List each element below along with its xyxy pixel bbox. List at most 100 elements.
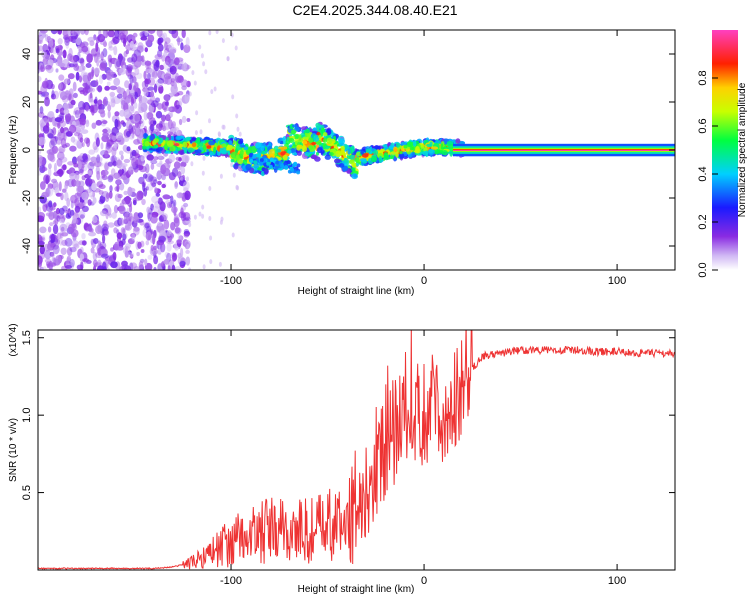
heatmap-noise-cell [143,150,147,158]
heatmap-noise-cell [90,156,98,163]
heatmap-noise-cell [161,183,166,189]
heatmap-noise-cell [87,36,95,43]
heatmap-noise-cell [133,226,140,232]
heatmap-noise-cell [101,73,107,80]
bottom-x-axis-label: Height of straight line (km) [298,584,415,595]
heatmap-noise-cell [126,252,135,258]
heatmap-noise-cell [129,74,134,85]
heatmap-noise-cell [209,259,213,265]
heatmap-noise-cell [40,91,46,98]
heatmap-band-cell [277,138,281,144]
heatmap-noise-cell [213,86,217,92]
heatmap-noise-cell [55,108,59,114]
heatmap-noise-cell [74,30,80,37]
heatmap-noise-cell [185,249,190,254]
heatmap-noise-cell [88,231,97,237]
heatmap-noise-cell [152,205,160,213]
heatmap-noise-cell [65,40,70,49]
heatmap-noise-cell [118,164,126,169]
heatmap-noise-cell [130,162,136,169]
heatmap-noise-cell [49,147,56,156]
heatmap-band-cell [253,163,259,169]
heatmap-band-cell [274,165,279,170]
heatmap-noise-cell [129,204,133,213]
heatmap-noise-cell [50,242,56,248]
heatmap-band-cell [429,141,433,146]
heatmap-band-cell [248,153,253,158]
heatmap-noise-cell [188,91,192,97]
heatmap-noise-cell [73,243,80,249]
heatmap-noise-cell [147,30,156,34]
heatmap-band-cell [455,138,461,144]
heatmap-noise-cell [42,266,47,270]
heatmap-band-cell [191,142,197,148]
heatmap-noise-cell [89,98,94,103]
heatmap-band-cell [144,140,150,147]
heatmap-noise-cell [125,120,133,130]
heatmap-noise-cell [138,44,146,52]
heatmap-noise-cell [106,206,112,216]
heatmap-noise-cell [124,250,129,258]
heatmap-noise-cell [158,215,164,223]
heatmap-noise-cell [93,238,99,244]
heatmap-noise-cell [104,162,109,171]
heatmap-noise-cell [108,191,113,199]
heatmap-band-cell [153,138,160,144]
heatmap-noise-cell [65,90,69,95]
heatmap-noise-cell [61,95,69,103]
heatmap-noise-cell [49,140,55,149]
heatmap-noise-cell [162,194,171,200]
heatmap-noise-cell [107,161,114,167]
heatmap-noise-cell [53,162,57,173]
heatmap-noise-cell [168,200,176,208]
heatmap-noise-cell [102,266,107,270]
heatmap-noise-cell [131,53,138,63]
heatmap-noise-cell [87,170,92,176]
heatmap-noise-cell [153,267,157,270]
heatmap-noise-cell [134,192,141,202]
heatmap-band-cell [277,157,282,161]
heatmap-noise-cell [129,253,134,259]
heatmap-band-cell [264,146,268,152]
heatmap-band-cell [259,158,264,163]
heatmap-noise-cell [57,44,63,50]
heatmap-noise-cell [133,85,137,91]
heatmap-band-cell [239,149,244,156]
heatmap-band-cell [433,148,440,155]
heatmap-noise-cell [162,77,169,85]
heatmap-band-cell [359,158,367,162]
x-tick-label: 100 [608,575,626,587]
heatmap-noise-cell [181,30,186,39]
heatmap-noise-cell [124,195,131,205]
heatmap-band-cell [170,135,175,142]
heatmap-noise-cell [132,226,140,236]
y-tick-label: -40 [21,238,33,254]
heatmap-noise-cell [198,44,202,50]
heatmap-noise-cell [155,110,163,119]
heatmap-noise-cell [138,261,144,269]
heatmap-noise-cell [107,110,111,119]
heatmap-noise-cell [169,112,174,118]
heatmap-band-cell [334,158,341,164]
heatmap-noise-cell [153,255,159,265]
heatmap-noise-cell [40,30,48,34]
heatmap-band-cell [266,161,271,166]
heatmap-band-cell [219,146,227,154]
heatmap-noise-cell [97,99,103,107]
heatmap-band-cell [395,142,401,148]
heatmap-noise-cell [187,94,190,100]
heatmap-noise-cell [39,36,44,41]
heatmap-noise-cell [133,266,140,270]
heatmap-band-cell [259,161,264,166]
heatmap-band-cell [310,154,318,160]
heatmap-noise-cell [92,197,97,204]
heatmap-band-cell [302,140,308,145]
heatmap-noise-cell [71,215,77,224]
heatmap-noise-cell [80,260,84,270]
heatmap-noise-cell [72,81,77,92]
heatmap-noise-cell [89,161,96,167]
heatmap-noise-cell [164,106,173,112]
heatmap-noise-cell [140,249,145,253]
heatmap-noise-cell [210,89,214,95]
